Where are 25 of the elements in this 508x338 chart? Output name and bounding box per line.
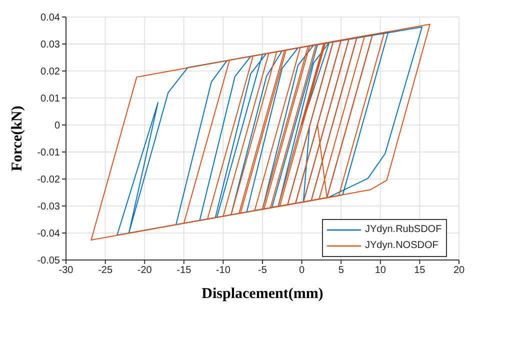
x-tick-label: 20 <box>453 265 465 276</box>
y-axis-title: Force(kN) <box>9 106 26 172</box>
y-tick-label: -0.02 <box>37 174 60 186</box>
x-tick-label: -15 <box>176 265 192 276</box>
x-tick-label: 10 <box>374 265 386 276</box>
y-tick-label: 0.02 <box>40 66 60 78</box>
x-tick-label: -25 <box>98 265 113 276</box>
y-tick-label: 0.03 <box>40 40 60 51</box>
y-tick-label: 0.04 <box>40 12 60 24</box>
x-tick-label: -30 <box>58 265 74 276</box>
legend-label: JYdyn.NOSDOF <box>365 239 438 253</box>
x-tick-label: -10 <box>216 265 231 276</box>
x-tick-label: -5 <box>258 265 268 276</box>
x-axis-title: Displacement(mm) <box>202 286 324 302</box>
y-tick-label: -0.05 <box>37 256 60 267</box>
x-tick-label: -20 <box>137 265 152 276</box>
y-tick-label: -0.01 <box>37 148 60 159</box>
y-tick-label: -0.04 <box>37 228 60 240</box>
y-tick-label: 0.01 <box>40 94 60 105</box>
y-tick-label: 0 <box>54 120 60 132</box>
x-tick-label: 5 <box>338 265 344 276</box>
legend-label: JYdyn.RubSDOF <box>365 223 442 237</box>
x-tick-label: 0 <box>299 265 306 276</box>
x-tick-label: 15 <box>414 265 426 276</box>
y-tick-label: -0.03 <box>37 202 60 213</box>
